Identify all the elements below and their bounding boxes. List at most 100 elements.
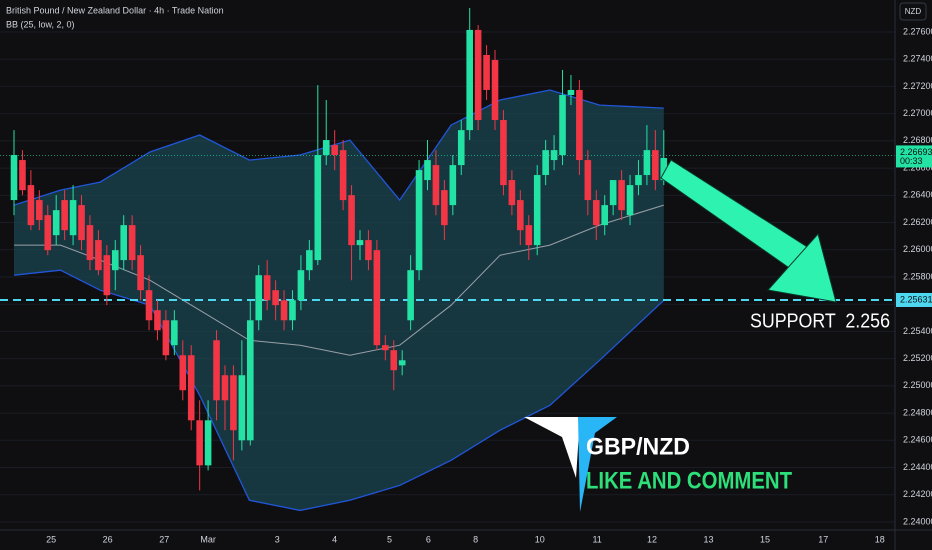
- candle-body: [322, 140, 330, 156]
- countdown-label: 00:33: [900, 156, 923, 166]
- y-tick-label: 2.27000: [903, 108, 932, 118]
- candle-body: [137, 255, 144, 291]
- last-price-label: 2.26693: [900, 147, 932, 157]
- candle-body: [162, 320, 170, 356]
- candle-body: [280, 300, 288, 321]
- candle-body: [221, 375, 229, 401]
- candle-body: [61, 200, 68, 231]
- candle-body: [154, 310, 161, 331]
- x-tick-label: 10: [535, 534, 545, 544]
- candle-body: [95, 240, 102, 271]
- x-tick-label: 3: [275, 534, 280, 544]
- candle-body: [660, 158, 668, 181]
- candle-body: [517, 200, 524, 231]
- y-tick-label: 2.25000: [903, 380, 932, 390]
- x-tick-label: Mar: [200, 534, 216, 544]
- candle-body: [466, 29, 473, 131]
- x-tick-label: 25: [46, 534, 56, 544]
- y-tick-label: 2.25800: [903, 271, 932, 281]
- x-tick-label: 8: [473, 534, 478, 544]
- candle-body: [424, 160, 431, 181]
- candle-body: [576, 89, 583, 161]
- candle-body: [407, 270, 414, 321]
- candle-body: [306, 250, 313, 271]
- candle-body: [584, 160, 592, 201]
- indicator-label[interactable]: BB (25, low, 2, 0): [6, 19, 75, 29]
- y-tick-label: 2.25200: [903, 353, 932, 363]
- y-tick-label: 2.27600: [903, 26, 932, 36]
- candle-body: [508, 180, 516, 206]
- currency-label[interactable]: NZD: [905, 7, 922, 16]
- candle-body: [449, 165, 457, 206]
- candle-body: [246, 320, 254, 441]
- candle-body: [533, 175, 541, 246]
- x-tick-label: 18: [875, 534, 885, 544]
- y-tick-label: 2.24600: [903, 435, 932, 445]
- candle-body: [52, 210, 60, 236]
- candle-body: [314, 155, 322, 261]
- candle-body: [331, 145, 338, 156]
- candle-body: [19, 160, 26, 191]
- x-tick-label: 15: [760, 534, 770, 544]
- candle-body: [592, 200, 600, 226]
- candle-body: [27, 185, 35, 226]
- candle-body: [609, 180, 617, 206]
- candle-body: [297, 270, 305, 301]
- y-tick-label: 2.26200: [903, 217, 932, 227]
- candle-body: [525, 225, 533, 246]
- candle-body: [36, 200, 43, 221]
- candle-body: [128, 225, 136, 261]
- x-tick-label: 5: [387, 534, 392, 544]
- candle-body: [103, 255, 111, 296]
- candle-body: [171, 320, 178, 346]
- candle-body: [44, 215, 52, 251]
- call-to-action: LIKE AND COMMENT: [586, 467, 792, 494]
- candle-body: [145, 290, 153, 321]
- logo-left: [524, 417, 580, 478]
- x-tick-label: 12: [647, 534, 657, 544]
- candle-body: [289, 300, 296, 321]
- candle-body: [483, 54, 490, 90]
- x-tick-label: 26: [103, 534, 113, 544]
- candle-body: [441, 190, 448, 226]
- y-tick-label: 2.25400: [903, 326, 932, 336]
- y-tick-label: 2.26400: [903, 190, 932, 200]
- candle-body: [432, 165, 440, 206]
- candle-body: [601, 205, 609, 226]
- candle-body: [373, 250, 381, 346]
- candle-body: [255, 275, 263, 321]
- candle-body: [238, 375, 246, 441]
- candle-body: [390, 350, 398, 371]
- y-tick-label: 2.26800: [903, 135, 932, 145]
- arrow-head: [767, 232, 837, 303]
- candle-body: [230, 375, 237, 431]
- chart-title: British Pound / New Zealand Dollar · 4h …: [6, 5, 224, 15]
- candle-body: [643, 150, 651, 176]
- support-label: 2.25631: [900, 294, 932, 304]
- candle-body: [179, 355, 187, 391]
- candle-body: [457, 130, 465, 166]
- candle-body: [415, 170, 423, 271]
- candle-body: [500, 120, 507, 186]
- candle-body: [398, 360, 406, 366]
- candle-body: [618, 180, 625, 211]
- candle-body: [550, 150, 558, 161]
- support-annotation: SUPPORT 2.256: [750, 310, 890, 332]
- candle-body: [491, 60, 499, 121]
- y-tick-label: 2.27200: [903, 81, 932, 91]
- y-tick-label: 2.24800: [903, 407, 932, 417]
- candle-body: [339, 150, 347, 201]
- support-box: [896, 292, 932, 307]
- candle-body: [635, 175, 642, 186]
- y-tick-label: 2.24400: [903, 462, 932, 472]
- candle-body: [213, 340, 220, 401]
- candle-body: [272, 290, 279, 306]
- currency-button[interactable]: [899, 2, 927, 21]
- y-tick-label: 2.27400: [903, 54, 932, 64]
- y-tick-label: 2.26600: [903, 162, 932, 172]
- y-tick-label: 2.26000: [903, 244, 932, 254]
- candle-body: [559, 95, 566, 156]
- candle-body: [10, 155, 18, 201]
- x-tick-label: 4: [332, 534, 337, 544]
